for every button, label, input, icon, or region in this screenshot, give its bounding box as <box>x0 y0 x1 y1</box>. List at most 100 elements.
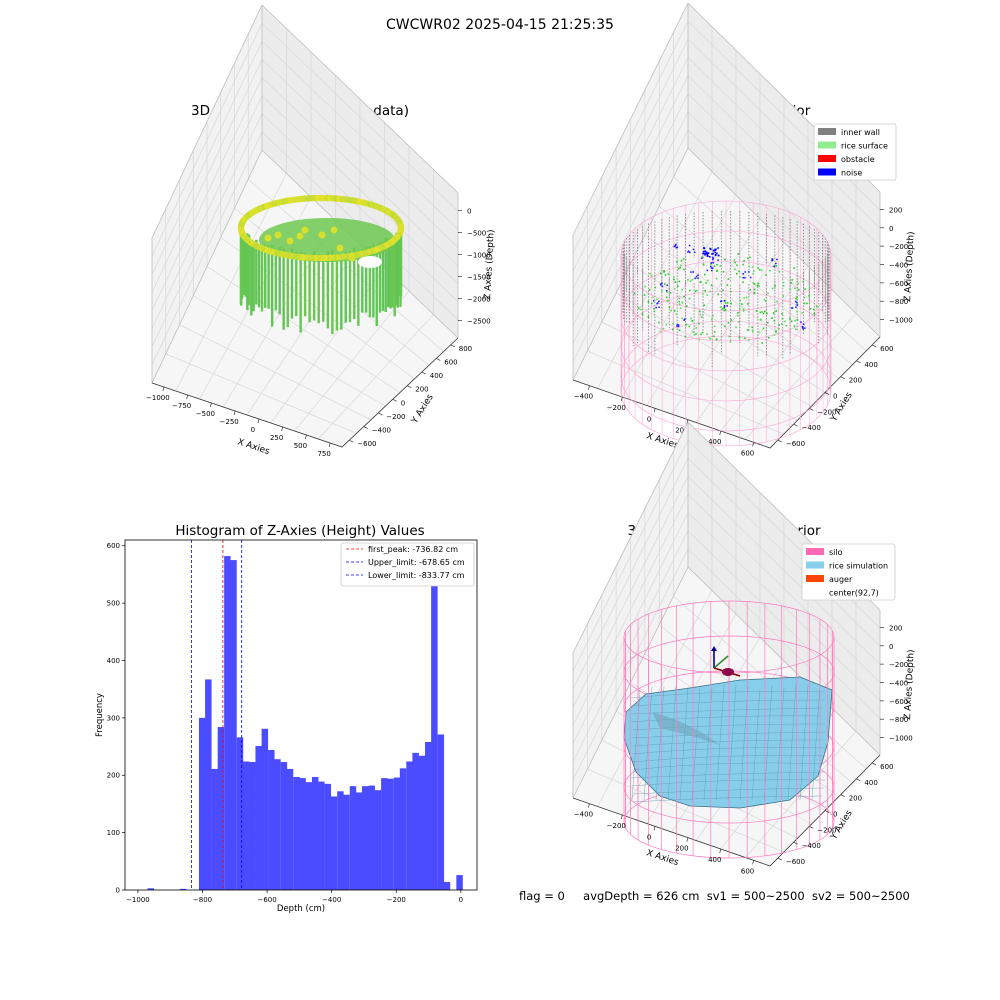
rice-surface-point <box>766 312 768 315</box>
surface-mesh <box>787 684 797 801</box>
y-tick <box>871 762 877 766</box>
rice-surface-point <box>695 327 698 329</box>
rice-surface-point <box>722 271 725 273</box>
status-footer: flag = 0 avgDepth = 626 cm sv1 = 500~250… <box>519 889 910 903</box>
rice-surface-point <box>664 274 667 276</box>
rice-surface-point <box>695 333 697 335</box>
y-tick-label: 400 <box>864 361 877 369</box>
y-tick-label: 0 <box>401 399 405 407</box>
rice-surface-point <box>746 303 749 305</box>
noise-point <box>776 258 778 261</box>
surface-mesh <box>679 687 689 801</box>
x-tick-label: −1000 <box>146 394 170 402</box>
legend-swatch <box>818 128 836 135</box>
axis-z-head <box>711 646 717 651</box>
noise-point <box>688 244 691 247</box>
histogram-bar <box>343 794 350 890</box>
panel4-ticks: −400−2000200400600−600−400−2000200400600… <box>574 624 913 875</box>
axis-y-arrow <box>713 655 729 669</box>
legend-label: rice simulation <box>829 562 888 571</box>
noise-point <box>707 252 710 254</box>
x-tick <box>653 826 656 831</box>
figure-suptitle: CWCWR02 2025-04-15 21:25:35 <box>386 17 614 33</box>
rice-surface-point <box>781 317 784 320</box>
rice-surface-point <box>793 267 795 269</box>
x-tick-label: −800 <box>193 896 212 904</box>
x-tick <box>719 848 722 854</box>
surface-mesh <box>630 715 823 723</box>
noise-point <box>666 284 668 287</box>
x-tick-label: −200 <box>607 404 626 412</box>
rice-surface-point <box>742 308 745 311</box>
rice-surface-point <box>738 336 741 339</box>
rice-surface-point <box>686 305 688 307</box>
y-tick <box>407 385 412 389</box>
rice-surface-point <box>745 296 748 299</box>
x-tick-label: 0 <box>459 896 463 904</box>
rice-surface-point <box>729 290 732 293</box>
noise-point <box>697 277 699 279</box>
rice-surface-point <box>735 326 737 329</box>
rice-surface-point <box>765 274 767 276</box>
legend-label: obstacle <box>841 155 875 164</box>
noise-point <box>771 258 773 260</box>
rice-surface-point <box>713 331 716 333</box>
noise-point <box>692 271 694 273</box>
z-tick-label: 200 <box>889 624 902 632</box>
noise-point <box>771 259 774 261</box>
noise-point <box>697 274 699 276</box>
footer-flag: flag = 0 <box>519 889 565 903</box>
surface-mesh <box>631 779 826 787</box>
x-tick <box>588 803 590 808</box>
rice-surface-point <box>775 265 778 267</box>
rice-surface-point <box>713 325 716 328</box>
rice-surface-point <box>698 310 701 313</box>
x-tick <box>752 442 754 447</box>
rice-surface-point <box>775 331 777 334</box>
noise-point <box>675 243 677 246</box>
rice-surface-point <box>716 269 718 272</box>
histogram-bar <box>299 778 306 890</box>
panel4-zlabel: Z Axies (Depth) <box>903 649 917 720</box>
y-tick <box>392 398 397 402</box>
histogram-bar <box>374 790 382 890</box>
rice-surface-point <box>705 282 707 284</box>
panel4-rice-surface <box>623 676 833 809</box>
rice-surface-point <box>806 302 808 305</box>
surface-mesh <box>633 739 823 747</box>
rice-surface-point <box>802 280 805 283</box>
histogram-bar <box>431 581 438 890</box>
x-tick-label: 250 <box>270 434 283 442</box>
rice-surface-point <box>803 302 806 305</box>
rice-surface-point <box>739 276 741 278</box>
grid-line <box>687 457 881 647</box>
x-tick-label: 0 <box>251 426 255 434</box>
surface-mesh <box>630 691 825 699</box>
rice-surface-point <box>704 290 707 292</box>
rice-surface-point <box>716 263 718 266</box>
rice-surface-point <box>690 317 692 320</box>
histogram-bar <box>249 762 256 890</box>
y-tick-label: −600 <box>786 440 805 448</box>
grid-line <box>294 290 410 432</box>
histogram-bar <box>305 782 312 890</box>
rice-surface-point <box>672 328 674 331</box>
rice-surface-point <box>795 328 797 330</box>
y-tick <box>809 826 814 829</box>
rice-surface-point <box>647 316 650 318</box>
rice-surface-point <box>722 289 724 292</box>
rice-surface-point <box>740 303 743 305</box>
noise-point <box>723 305 726 307</box>
footer-sv2: sv2 = 500~2500 <box>811 889 910 903</box>
z-tick-label: −1500 <box>467 274 491 282</box>
rice-surface-point <box>702 263 705 266</box>
rice-surface-point <box>778 327 780 330</box>
noise-point <box>801 325 804 328</box>
rice-surface-point <box>781 313 783 315</box>
rice-surface-point <box>761 311 763 313</box>
auger-body <box>722 668 734 676</box>
y-tick-label: −400 <box>372 427 391 435</box>
y-tick-label: −600 <box>357 440 376 448</box>
histogram-bar <box>318 781 325 890</box>
noise-point <box>775 262 777 265</box>
